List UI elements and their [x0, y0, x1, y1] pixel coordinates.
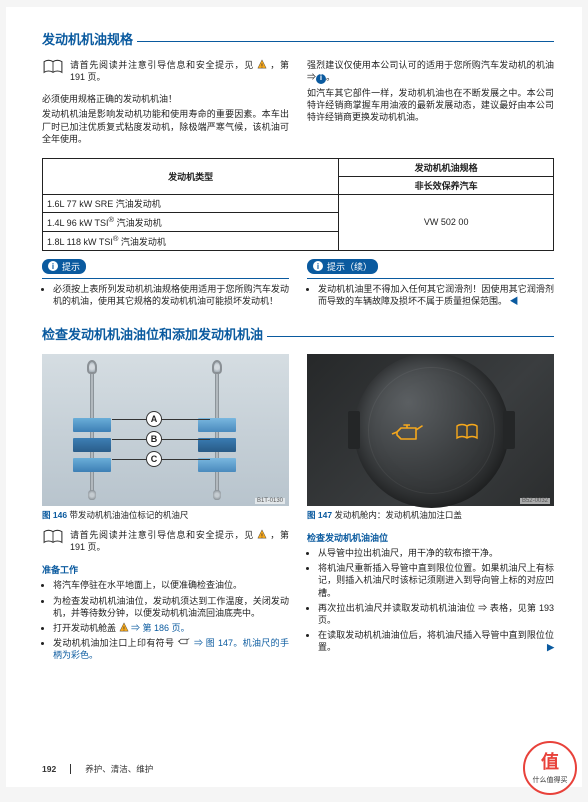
warning-icon: ! — [257, 529, 267, 539]
row1-engine: 1.6L 77 kW SRE 汽油发动机 — [43, 194, 339, 212]
info-icon: i — [313, 261, 323, 271]
svg-text:!: ! — [123, 626, 125, 632]
manual-icon — [455, 423, 479, 441]
page-footer: 192 养护、清洁、维护 — [42, 763, 153, 775]
figure-146: A B C B1T-0130 图 146 带发动机机油油位标记的机油尺 — [42, 354, 289, 521]
warning-icon: ! — [119, 622, 129, 632]
oilcan-icon — [177, 637, 191, 646]
label-A: A — [146, 411, 162, 427]
book-icon — [42, 59, 64, 77]
page-number: 192 — [42, 764, 56, 774]
title-rule-2 — [267, 336, 554, 337]
hint1-body: 必须按上表所列发动机机油规格使用适用于您所购汽车发动机的机油，使用其它规格的发动… — [53, 283, 289, 307]
info-icon: i — [48, 261, 58, 271]
fig146-image: A B C B1T-0130 — [42, 354, 289, 506]
prep-b4: 发动机机油加注口上印有符号 ⇒ 图 147。机油尺的手柄为彩色。 — [53, 637, 289, 661]
hint1-bar: i 提示 — [42, 259, 86, 274]
info-icon: i — [316, 74, 326, 84]
th-engine: 发动机类型 — [43, 158, 339, 194]
fig147-num: 图 147 — [307, 510, 332, 520]
fig146-id: B1T-0130 — [255, 498, 285, 504]
check-b2: 将机油尺重新插入导管中直到限位位置。如果机油尺上有标记，则插入机油尺时该标记须刚… — [318, 562, 554, 598]
row3-engine: 1.8L 118 kW TSI® 汽油发动机 — [43, 231, 339, 250]
prep-title: 准备工作 — [42, 563, 289, 576]
th-spec: 发动机机油规格 — [339, 158, 554, 176]
svg-text:!: ! — [261, 533, 263, 539]
warning-icon: ! — [257, 59, 267, 69]
s1-pr1: 强烈建议仅使用本公司认可的适用于您所购汽车发动机的机油 ⇒ — [307, 60, 554, 82]
oil-spec-table: 发动机类型 发动机机油规格 非长效保养汽车 1.6L 77 kW SRE 汽油发… — [42, 158, 554, 251]
fig147-image: B52-0032 — [307, 354, 554, 506]
fig147-id: B52-0032 — [520, 498, 550, 504]
figure-147: B52-0032 图 147 发动机舱内：发动机机油加注口盖 — [307, 354, 554, 521]
fig146-cap: 带发动机机油油位标记的机油尺 — [69, 510, 188, 520]
prep-b3: 打开发动机舱盖 ! ⇒ 第 186 页。 — [53, 622, 289, 634]
note2-text: 请首先阅读并注意引导信息和安全提示，见 — [70, 530, 254, 540]
label-C: C — [146, 451, 162, 467]
fig147-cap: 发动机舱内：发动机机油加注口盖 — [334, 510, 462, 520]
hint2-bar: i 提示（续） — [307, 259, 378, 274]
book-icon — [42, 529, 64, 547]
label-B: B — [146, 431, 162, 447]
footer-crumbs: 养护、清洁、维护 — [85, 763, 153, 775]
check-b1: 从导管中拉出机油尺，用干净的软布擦干净。 — [318, 547, 554, 559]
hint1-label: 提示 — [62, 260, 80, 273]
th-nonlong: 非长效保养汽车 — [339, 176, 554, 194]
reading-note-2: 请首先阅读并注意引导信息和安全提示，见 ! ，第 191 页。 — [42, 529, 289, 556]
hint2-body: 发动机机油里不得加入任何其它润滑剂！因使用其它润滑剂而导致的车辆故障及损坏不属于… — [318, 283, 554, 307]
hint2-label: 提示（续） — [327, 260, 372, 273]
section2-title: 检查发动机机油油位和添加发动机机油 — [42, 324, 554, 346]
spec-value: VW 502 00 — [339, 194, 554, 250]
oilcan-icon — [390, 423, 424, 443]
check-title: 检查发动机机油油位 — [307, 531, 554, 544]
reading-note-1: 请首先阅读并注意引导信息和安全提示，见 ! ，第 191 页。 — [42, 59, 289, 86]
svg-text:!: ! — [261, 63, 263, 69]
check-b4: 在读取发动机机油油位后，将机油尺插入导管中直到限位位置。 ▶ — [318, 629, 554, 653]
prep-b2: 为检查发动机机油油位，发动机须达到工作温度，关闭发动机，并等待数分钟，以便发动机… — [53, 595, 289, 619]
s1-p2: 发动机机油是影响发动机功能和使用寿命的重要因素。本车出厂时已加注优质复式粘度发动… — [42, 108, 289, 144]
section1-title: 发动机机油规格 — [42, 29, 554, 51]
check-b3: 再次拉出机油尺并读取发动机机油油位 ⇒ 表格，见第 193 页。 — [318, 602, 554, 626]
section1-title-text: 发动机机油规格 — [42, 29, 133, 48]
title-rule — [137, 41, 554, 42]
section2-title-text: 检查发动机机油油位和添加发动机机油 — [42, 324, 263, 343]
prep-b1: 将汽车停驻在水平地面上，以便准确检查油位。 — [53, 579, 289, 591]
fig146-num: 图 146 — [42, 510, 67, 520]
row2-engine: 1.4L 96 kW TSI® 汽油发动机 — [43, 212, 339, 231]
note1-text: 请首先阅读并注意引导信息和安全提示，见 — [70, 60, 254, 70]
manual-page: 发动机机油规格 请首先阅读并注意引导信息和安全提示，见 ! ，第 191 页。 … — [6, 7, 582, 787]
s1-pr2: 如汽车其它部件一样，发动机机油也在不断发展之中。本公司特许经销商掌握车用油液的最… — [307, 87, 554, 123]
s1-p1: 必须使用规格正确的发动机机油！ — [42, 93, 289, 105]
